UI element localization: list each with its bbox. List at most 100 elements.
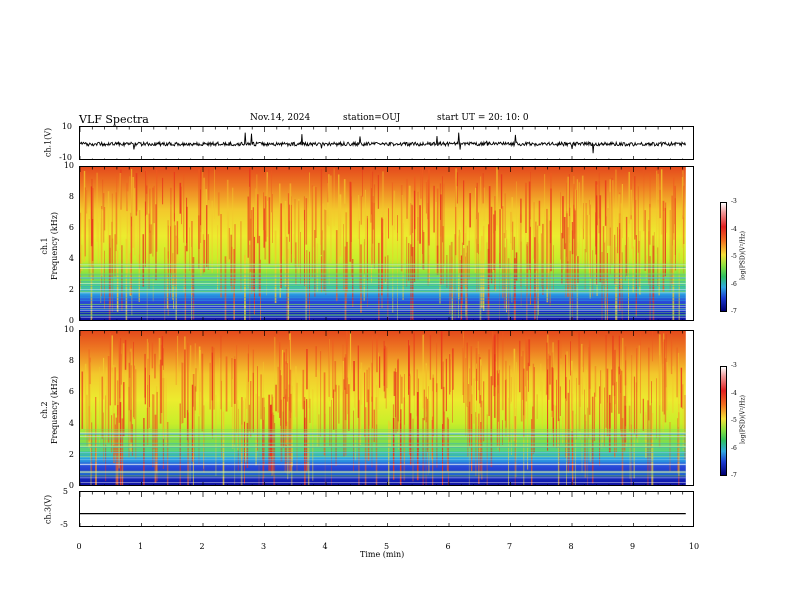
spectrogram-streak	[538, 243, 539, 316]
spectrogram-streak	[442, 361, 444, 446]
spectrogram-streak	[526, 337, 528, 371]
spectrogram-streak	[429, 335, 432, 380]
spectrogram-streak	[149, 188, 151, 233]
spectrogram-streak	[528, 339, 531, 367]
spectrogram-streak	[660, 169, 663, 235]
spectrogram-streak	[397, 232, 398, 320]
spectrogram-streak	[594, 392, 595, 441]
spectrogram-streak	[663, 211, 665, 272]
spectrogram-streak	[332, 339, 334, 398]
spectrogram-streak	[244, 397, 246, 456]
spectrogram-streak	[594, 253, 596, 285]
spectrogram-streak	[181, 362, 183, 424]
spectrogram-streak	[117, 405, 119, 485]
spectrogram-streak	[228, 228, 230, 260]
spectrogram-streak	[601, 371, 603, 449]
spectrogram-streak	[628, 405, 631, 432]
spectrogram-streak	[246, 422, 249, 468]
spectrogram-line	[80, 474, 686, 475]
spectrogram-line	[80, 312, 686, 313]
spectrogram-line	[80, 310, 686, 311]
spectrogram-streak	[256, 228, 257, 292]
spectrogram-streak	[86, 190, 88, 214]
spectrogram-streak	[557, 418, 560, 485]
spectrogram-streak	[579, 341, 581, 407]
spectrogram-streak	[465, 358, 467, 436]
spectrogram-line	[80, 306, 686, 307]
spectrogram-streak	[560, 336, 562, 365]
spectrogram-streak	[372, 375, 374, 429]
spectrogram-streak	[449, 354, 451, 395]
spectrogram-streak	[406, 178, 408, 219]
spectrogram-streak	[408, 345, 410, 376]
spectrogram-streak	[256, 174, 258, 211]
spectrogram-streak	[120, 353, 122, 385]
spectrogram-line	[80, 292, 686, 294]
spectrogram-streak	[375, 397, 378, 485]
spectrogram-streak	[233, 359, 236, 404]
spectrogram-streak	[590, 204, 591, 279]
spectrogram-streak	[656, 378, 657, 439]
spectrogram-streak	[455, 178, 457, 256]
spectrogram-streak	[120, 169, 122, 210]
spectrogram-streak	[143, 418, 145, 485]
spectrogram-streak	[475, 412, 477, 477]
spectrogram-streak	[656, 170, 658, 254]
spectrogram-streak	[461, 219, 463, 245]
spectrogram-streak	[578, 331, 580, 385]
spectrogram-streak	[600, 370, 602, 404]
spectrogram-streak	[442, 176, 443, 243]
spectrogram-streak	[501, 332, 504, 411]
spectrogram-streak	[220, 214, 222, 298]
spectrogram-streak	[176, 221, 179, 255]
spectrogram-streak	[425, 396, 427, 423]
spectrogram-streak	[364, 189, 366, 245]
spectrogram-streak	[81, 371, 84, 429]
spectrogram-streak	[425, 363, 427, 412]
spectrogram-streak	[200, 225, 202, 276]
spectrogram-line	[80, 482, 686, 483]
spectrogram-streak	[620, 370, 623, 438]
spectrogram-streak	[560, 192, 561, 260]
spectrogram-streak	[128, 386, 130, 458]
spectrogram-streak	[523, 368, 525, 438]
spectrogram-streak	[252, 372, 254, 433]
spectrogram-streak	[542, 223, 544, 295]
x-tick-label: 8	[568, 542, 574, 551]
spectrogram-streak	[242, 400, 244, 426]
spectrogram-streak	[508, 397, 509, 485]
spectrogram-streak	[393, 371, 396, 396]
spectrogram-streak	[382, 219, 384, 289]
spectrogram-streak	[578, 348, 581, 432]
spectrogram-streak	[291, 385, 293, 467]
spectrogram-streak	[349, 331, 352, 389]
spectrogram-streak	[237, 400, 239, 451]
spectrogram-streak	[282, 397, 285, 448]
spectrogram-streak	[412, 205, 414, 233]
spectrogram-line	[80, 309, 686, 310]
spectrogram-streak	[476, 368, 477, 401]
spectrogram-streak	[288, 384, 291, 475]
spectrogram-streak	[153, 185, 155, 224]
spectrogram-streak	[621, 184, 623, 239]
spectrogram-streak	[183, 238, 185, 293]
spectrogram-streak	[506, 230, 507, 313]
ch2-spec-ylabel: ch.2 Frequency (kHz)	[40, 370, 60, 450]
spec-ytick-label: 8	[68, 192, 74, 201]
ch1-spec-ylabel-channel: ch.1	[40, 237, 49, 255]
spectrogram-streak	[478, 212, 479, 255]
spectrogram-streak	[581, 384, 583, 473]
spectrogram-streak	[385, 347, 387, 409]
spectrogram-streak	[630, 373, 632, 434]
spectrogram-streak	[170, 204, 172, 273]
spectrogram-streak	[634, 176, 636, 240]
spectrogram-streak	[145, 170, 148, 194]
spectrogram-streak	[289, 369, 292, 418]
spectrogram-streak	[490, 376, 493, 467]
spectrogram-streak	[522, 350, 524, 400]
spectrogram-streak	[482, 173, 484, 204]
spectrogram-streak	[565, 243, 567, 298]
spectrogram-streak	[290, 412, 293, 485]
spectrogram-streak	[116, 250, 119, 312]
spectrogram-streak	[392, 225, 394, 313]
